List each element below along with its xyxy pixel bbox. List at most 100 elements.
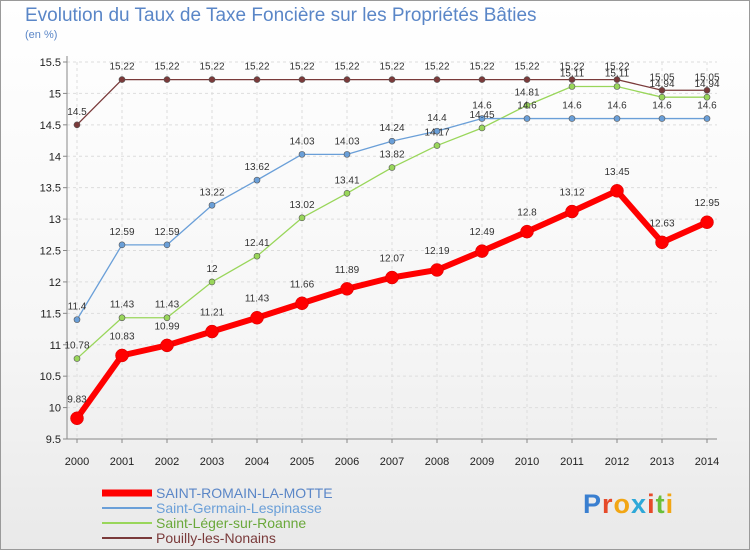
chart-title: Evolution du Taux de Taxe Foncière sur l… — [25, 5, 537, 26]
data-point — [388, 137, 396, 145]
data-label: 12.95 — [694, 198, 719, 209]
data-point — [703, 93, 711, 101]
data-label: 14.94 — [649, 79, 674, 90]
data-point — [613, 115, 621, 122]
data-point — [343, 190, 351, 197]
data-label: 15.22 — [469, 62, 494, 73]
data-label: 14.45 — [469, 110, 494, 121]
grid-lines — [67, 61, 717, 440]
data-point — [613, 83, 621, 90]
data-label: 12.59 — [109, 227, 134, 238]
x-tick-labels: 2000 2001 2002 2003 2004 2005 2006 2007 2008 2009… — [65, 456, 719, 468]
data-label: 15.11 — [560, 69, 585, 80]
data-label: 13.02 — [289, 200, 314, 211]
legend-entry: Saint-Léger-sur-Roanne — [156, 515, 306, 531]
data-label: 14.17 — [424, 128, 449, 139]
x-tick-label: 2006 — [335, 456, 359, 468]
logo-letter: i — [647, 489, 656, 519]
data-label: 14.6 — [517, 101, 537, 112]
y-tick-label: 10 — [49, 403, 61, 415]
logo-letter: x — [631, 489, 648, 519]
x-tick-label: 2000 — [65, 456, 89, 468]
y-tick-label: 10.5 — [40, 371, 61, 383]
data-point — [208, 278, 216, 286]
y-tick-label: 12.5 — [40, 246, 61, 258]
data-label: 15.22 — [379, 62, 404, 73]
series-lines — [70, 76, 714, 426]
proxiti-logo: Proxiti — [583, 489, 674, 520]
y-tick-label: 15.5 — [40, 57, 61, 69]
x-tick-label: 2003 — [200, 456, 224, 468]
data-label: 15.22 — [604, 62, 629, 73]
data-point — [118, 241, 126, 249]
y-tick-labels: 9.5 10 10.5 11 11.5 12 12.5 13 13.5 14 14.5 15 15.5 — [40, 57, 61, 446]
legend-entry: Pouilly-les-Nonains — [156, 530, 276, 546]
data-point — [610, 184, 624, 198]
y-tick-label: 14 — [49, 151, 61, 163]
data-point — [658, 86, 666, 94]
data-point — [568, 115, 576, 122]
data-label: 11.43 — [155, 300, 180, 311]
data-label: 12.63 — [649, 218, 674, 229]
data-label: 13.45 — [604, 167, 629, 178]
data-point — [340, 282, 354, 296]
data-label: 9.83 — [67, 394, 87, 405]
data-label: 14.03 — [334, 136, 359, 147]
data-label: 12.19 — [424, 246, 449, 257]
data-label: 15.22 — [334, 62, 359, 73]
data-label: 12.07 — [379, 254, 404, 265]
data-point — [433, 76, 441, 83]
data-point — [700, 215, 714, 229]
data-point — [343, 76, 351, 83]
data-label: 13.82 — [379, 150, 404, 161]
data-point — [343, 151, 351, 158]
data-label: 14.81 — [514, 87, 539, 98]
data-label: 14.6 — [697, 101, 717, 112]
data-label: 11.21 — [200, 308, 225, 319]
data-label: 12.59 — [154, 227, 179, 238]
data-point — [73, 121, 81, 129]
logo-letter: i — [665, 489, 675, 519]
data-label: 14.24 — [379, 123, 404, 134]
data-point — [295, 296, 309, 311]
data-label: 14.4 — [427, 113, 447, 124]
data-label: 14.6 — [607, 101, 627, 112]
data-point — [250, 310, 264, 325]
x-tick-label: 2014 — [695, 456, 719, 468]
data-point — [430, 263, 444, 277]
data-point — [253, 76, 261, 83]
y-tick-label: 9.5 — [46, 434, 61, 446]
data-point — [565, 204, 579, 219]
y-unit-label: (en %) — [25, 29, 58, 41]
y-tick-label: 11.5 — [40, 308, 61, 320]
data-label: 15.22 — [154, 62, 179, 73]
data-point — [118, 76, 126, 83]
logo-letter: o — [613, 489, 632, 519]
data-point — [70, 411, 84, 426]
data-label: 15.22 — [514, 62, 539, 73]
x-tick-label: 2012 — [605, 456, 629, 468]
data-label: 11.66 — [290, 279, 315, 290]
data-point — [658, 115, 666, 122]
logo-letter: P — [583, 489, 603, 519]
data-point — [520, 224, 534, 239]
data-point — [385, 270, 399, 285]
data-point — [73, 316, 81, 323]
y-tick-label: 14.5 — [40, 120, 61, 132]
data-point — [118, 314, 126, 322]
data-point — [115, 348, 129, 363]
y-tick-label: 12 — [49, 277, 61, 289]
data-label: 15.05 — [694, 72, 719, 83]
data-point — [388, 76, 396, 83]
data-point — [613, 76, 621, 83]
data-point — [568, 83, 576, 90]
legend-entry: SAINT-ROMAIN-LA-MOTTE — [156, 485, 333, 501]
data-label: 10.78 — [64, 341, 89, 352]
data-point — [478, 76, 486, 83]
data-label: 14.5 — [67, 107, 87, 118]
x-tick-label: 2001 — [110, 456, 134, 468]
data-label: 15.05 — [649, 72, 674, 83]
series-1 — [73, 115, 711, 323]
data-label: 14.6 — [472, 101, 492, 112]
series-2 — [73, 83, 711, 362]
